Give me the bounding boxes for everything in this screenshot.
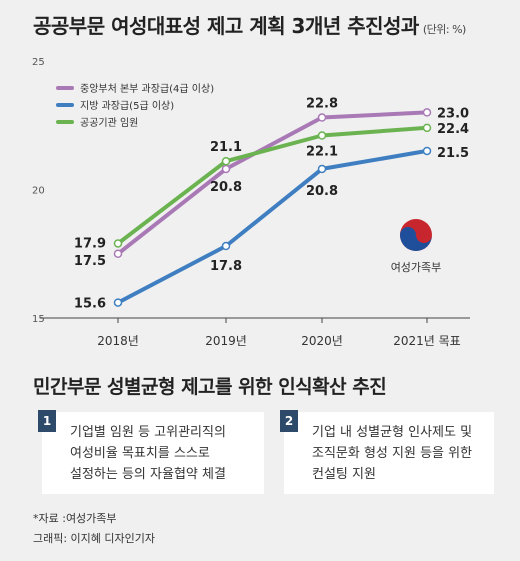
x-tick-label: 2020년 bbox=[301, 334, 343, 348]
card-text: 기업 내 성별균형 인사제도 및 조직문화 형성 지원 등을 위한 컨설팅 지원 bbox=[312, 425, 473, 482]
x-tick-label: 2018년 bbox=[97, 334, 139, 348]
data-point bbox=[317, 164, 327, 174]
card-number: 2 bbox=[280, 410, 298, 432]
data-point bbox=[113, 249, 123, 258]
x-tick-label: 2021년 목표 bbox=[393, 334, 460, 348]
data-label: 22.1 bbox=[306, 145, 338, 160]
legend-label: 공공기관 임원 bbox=[80, 116, 138, 129]
data-label: 22.8 bbox=[306, 97, 338, 112]
y-tick-label: 20 bbox=[32, 186, 45, 197]
line-chart: 15 20 25 2018년 2019년 2020년 2021년 목표 17.5 15.6 17.… bbox=[32, 57, 470, 348]
y-tick-label: 15 bbox=[32, 314, 45, 325]
taegeuk-logo-icon bbox=[400, 219, 432, 251]
data-point bbox=[422, 146, 432, 156]
data-label: 22.4 bbox=[437, 122, 469, 137]
data-label: 15.6 bbox=[74, 297, 106, 312]
unit-label: (단위: %) bbox=[422, 23, 466, 36]
data-point bbox=[221, 156, 231, 166]
card-text: 기업별 임원 등 고위관리직의 여성비율 목표치를 스스로 설정하는 등의 자율… bbox=[70, 425, 226, 482]
card-2: 2 기업 내 성별균형 인사제도 및 조직문화 형성 지원 등을 위한 컨설팅 … bbox=[280, 410, 494, 494]
source-note: *자료 :여성가족부 bbox=[33, 512, 117, 525]
series-line bbox=[117, 148, 428, 305]
series-line bbox=[116, 110, 428, 256]
data-label: 17.9 bbox=[74, 236, 106, 251]
y-tick-label: 25 bbox=[32, 57, 45, 68]
legend-label: 지방 과장급(5급 이상) bbox=[80, 100, 174, 112]
card-number: 1 bbox=[38, 410, 56, 432]
data-label: 21.5 bbox=[437, 146, 469, 161]
data-point bbox=[317, 131, 327, 140]
x-tick-label: 2019년 bbox=[205, 334, 247, 348]
data-label: 17.8 bbox=[210, 259, 242, 274]
data-label: 20.8 bbox=[306, 184, 338, 199]
data-point bbox=[221, 164, 231, 174]
data-point bbox=[422, 108, 432, 117]
data-label: 17.5 bbox=[74, 254, 106, 269]
data-label: 23.0 bbox=[437, 106, 469, 121]
data-point bbox=[221, 241, 231, 251]
chart-title: 공공부문 여성대표성 제고 계획 3개년 추진성과 (단위: %) bbox=[33, 14, 466, 38]
graphic-credit: 그래픽: 이지혜 디자인기자 bbox=[33, 532, 156, 545]
data-point bbox=[317, 113, 327, 122]
card-1: 1 기업별 임원 등 고위관리직의 여성비율 목표치를 스스로 설정하는 등의 … bbox=[38, 410, 264, 494]
ministry-logo: 여성가족부 bbox=[385, 218, 447, 275]
logo-text: 여성가족부 bbox=[390, 261, 442, 274]
series-line bbox=[116, 125, 428, 246]
data-point bbox=[113, 298, 123, 307]
legend-label: 중앙부처 본부 과장급(4급 이상) bbox=[80, 83, 214, 95]
data-point bbox=[422, 123, 432, 133]
data-label: 21.1 bbox=[210, 140, 242, 155]
data-label: 20.8 bbox=[210, 180, 242, 195]
data-point bbox=[113, 239, 123, 248]
section-title: 민간부문 성별균형 제고를 위한 인식확산 추진 bbox=[33, 376, 387, 398]
